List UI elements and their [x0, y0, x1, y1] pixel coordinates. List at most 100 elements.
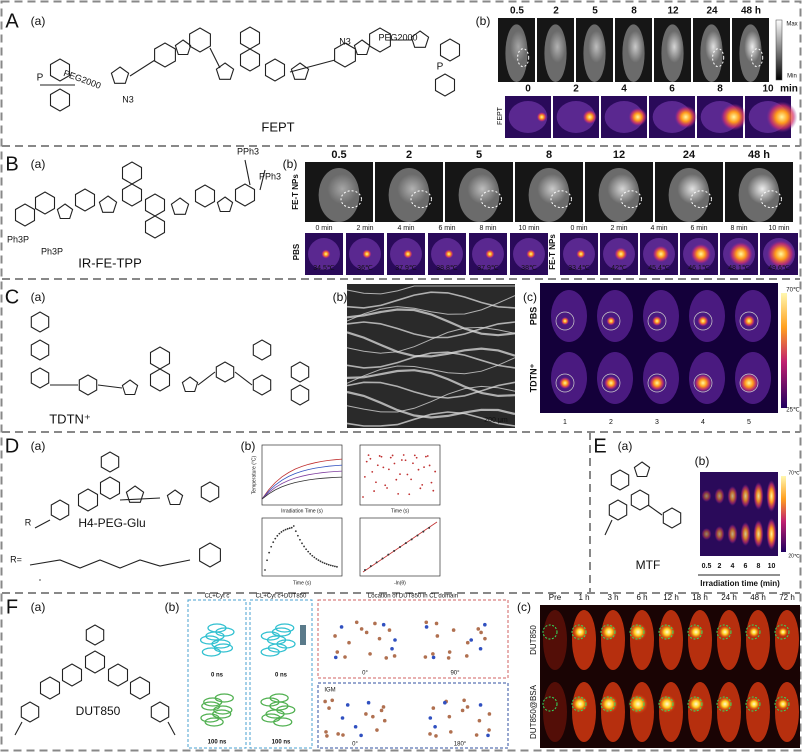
- ring: [290, 361, 310, 383]
- atom: [330, 698, 335, 703]
- atom: [434, 621, 439, 626]
- ring: [353, 39, 371, 56]
- label: 5: [476, 149, 482, 161]
- label: 0°: [352, 742, 358, 748]
- mouse: [746, 682, 770, 742]
- atom: [423, 655, 428, 659]
- part-label: (b): [165, 600, 180, 614]
- dot: [375, 481, 377, 484]
- ring: [144, 215, 166, 239]
- ring: [264, 58, 286, 82]
- dot: [423, 466, 425, 469]
- ring: [252, 374, 272, 396]
- signal: [467, 174, 498, 204]
- label: 6 min: [438, 225, 455, 232]
- atom: [340, 716, 345, 720]
- dot: [397, 492, 400, 495]
- colorbar: [781, 293, 787, 408]
- signal: [327, 174, 358, 204]
- dot: [363, 475, 366, 478]
- ring: [30, 339, 50, 361]
- vessel: [346, 369, 516, 398]
- part-label: (b): [476, 14, 491, 28]
- ring: [174, 39, 192, 56]
- ring: [239, 26, 261, 50]
- hotspot: [362, 249, 372, 259]
- dot: [325, 563, 328, 565]
- label: R=: [10, 554, 22, 564]
- mouse: [735, 290, 771, 342]
- label: FE-T NPs: [548, 234, 557, 270]
- dot: [317, 559, 320, 562]
- hotspot: [526, 249, 536, 259]
- hotspot: [739, 373, 759, 393]
- dot: [393, 549, 396, 552]
- label: 37.9℃: [395, 265, 417, 272]
- label: 8: [546, 149, 552, 161]
- hotspot: [614, 247, 628, 261]
- atom: [464, 654, 469, 658]
- dot: [412, 462, 414, 465]
- ring: [215, 62, 235, 80]
- label: FEPT: [497, 106, 504, 125]
- roi: [601, 311, 621, 331]
- label: 5: [592, 6, 598, 17]
- roi: [760, 190, 782, 209]
- ring: [100, 451, 120, 473]
- roi: [690, 190, 712, 209]
- atom: [336, 732, 340, 736]
- roi: [716, 624, 732, 640]
- atom: [487, 728, 491, 732]
- hotspot: [582, 109, 597, 125]
- dot: [369, 565, 372, 568]
- dot: [305, 548, 308, 551]
- dot: [389, 456, 392, 459]
- atom: [325, 734, 329, 738]
- ring: [166, 489, 184, 506]
- mouse: [688, 610, 712, 670]
- roi: [693, 311, 713, 331]
- hotspot: [444, 249, 454, 259]
- ring: [410, 30, 430, 48]
- dot: [399, 546, 401, 548]
- dot: [425, 455, 427, 458]
- ring: [170, 197, 190, 215]
- ring: [129, 676, 151, 700]
- atom: [486, 733, 490, 738]
- roi: [542, 696, 558, 712]
- vessel: [346, 291, 516, 309]
- label: 0.5: [510, 6, 524, 17]
- hotspot: [766, 101, 798, 133]
- hotspot: [694, 374, 712, 392]
- hotspot: [728, 241, 754, 267]
- dot: [294, 530, 297, 533]
- dot: [415, 456, 418, 459]
- roi: [555, 311, 575, 331]
- subpanel: [249, 599, 313, 749]
- label: CL+Cyt c: [205, 594, 230, 600]
- dot: [428, 464, 431, 467]
- dot: [364, 569, 366, 571]
- dot: [378, 455, 381, 457]
- atom: [460, 708, 465, 713]
- dot: [311, 554, 314, 557]
- label: 6 h: [636, 593, 647, 602]
- atom: [327, 706, 331, 710]
- label: 4: [731, 563, 735, 570]
- dot: [284, 528, 287, 531]
- dot: [296, 534, 299, 537]
- dot: [410, 538, 413, 541]
- hotspot: [753, 520, 764, 548]
- vessel: [346, 321, 516, 339]
- hotspot: [485, 249, 495, 259]
- protein: [275, 623, 295, 633]
- label: R: [25, 517, 32, 527]
- hotspot: [536, 111, 547, 123]
- atom: [451, 628, 456, 632]
- mouse: [543, 682, 567, 742]
- dot: [282, 529, 285, 532]
- roi: [774, 696, 790, 712]
- label: 12: [667, 6, 679, 17]
- signal: [397, 174, 428, 204]
